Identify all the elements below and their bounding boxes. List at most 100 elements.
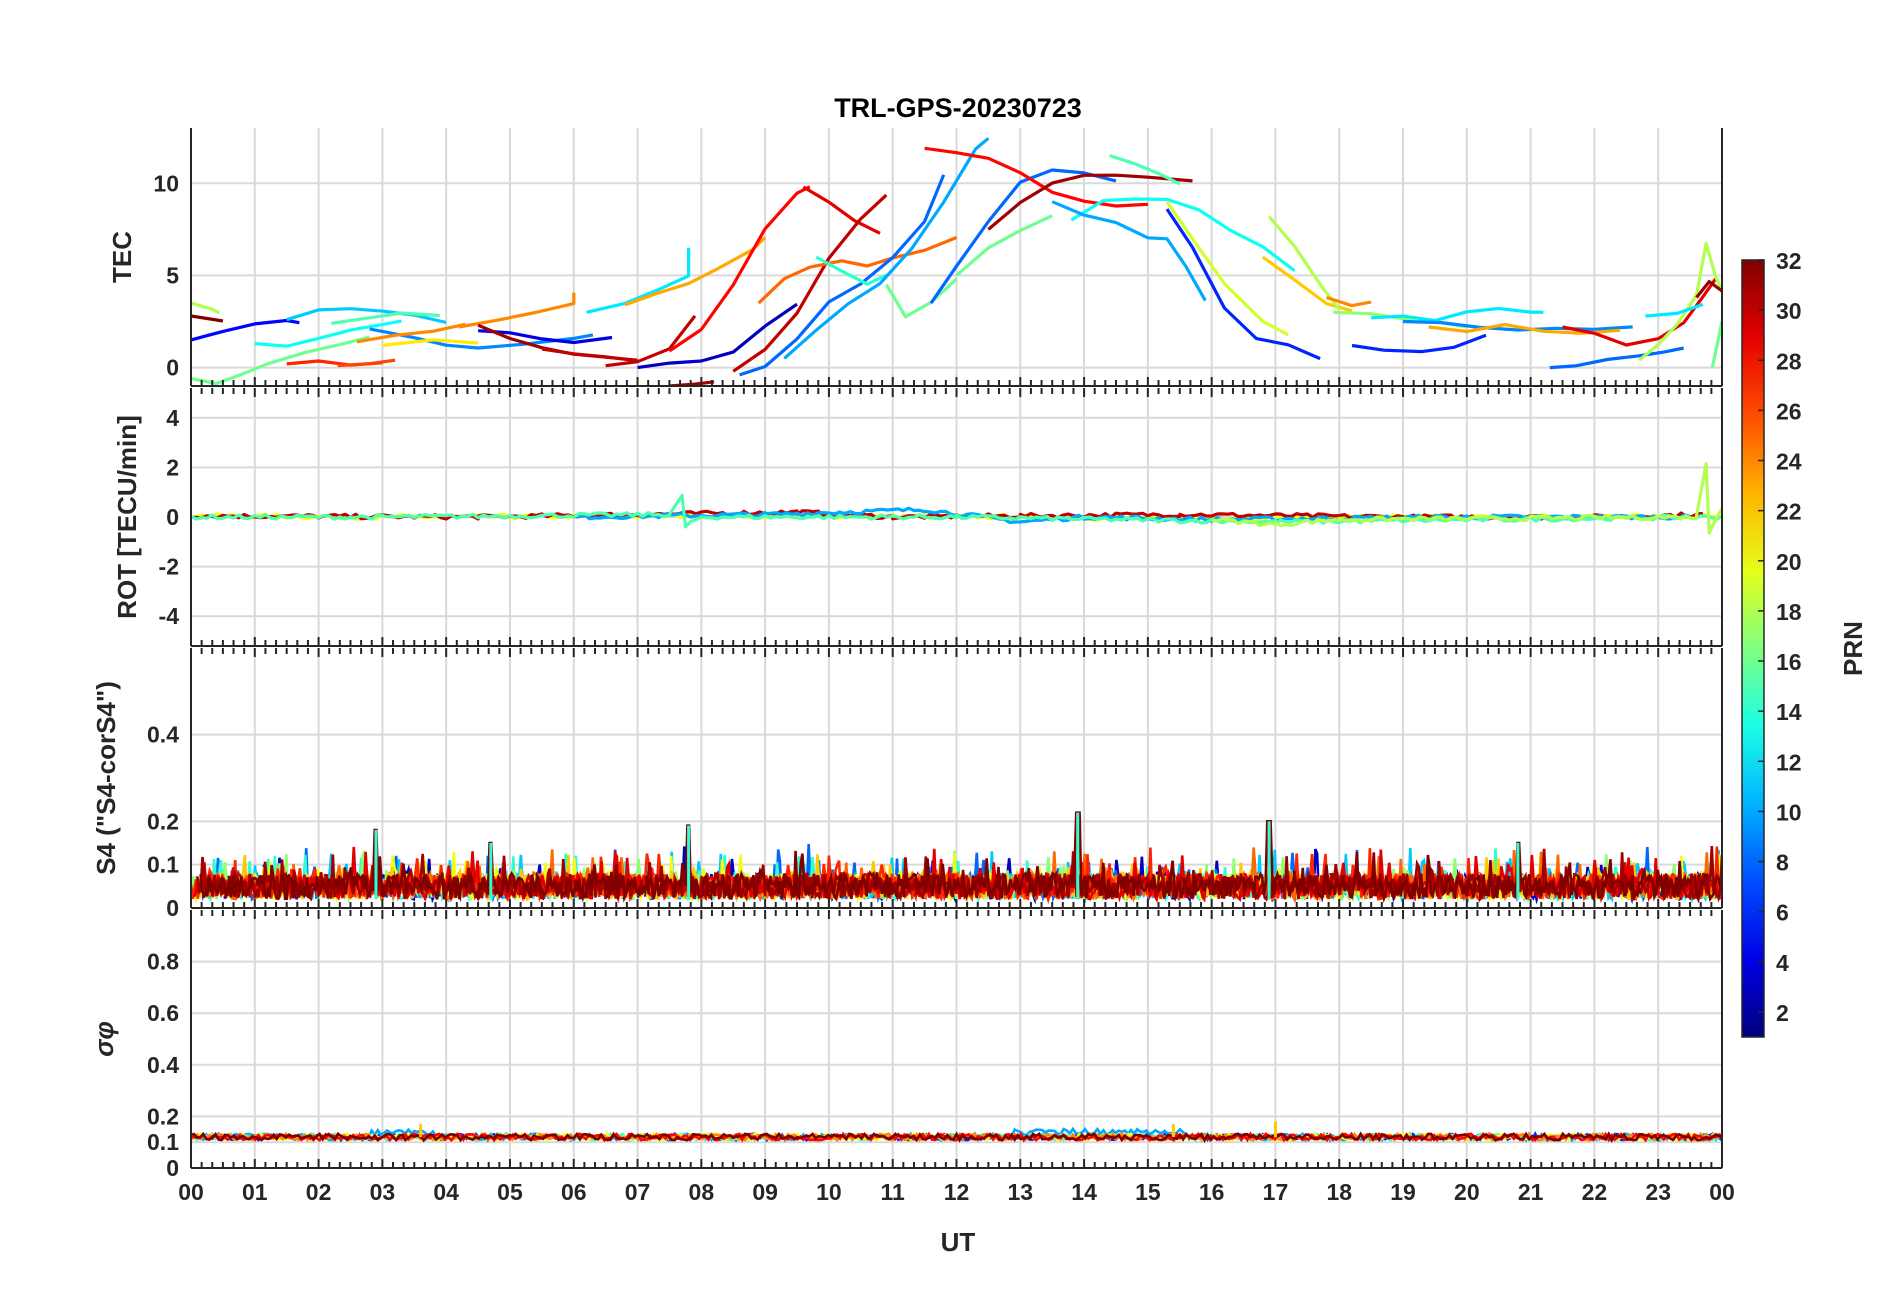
series-prn-24	[1326, 295, 1372, 308]
panel-tec: 0 5 10 TEC	[107, 128, 1723, 387]
colorbar-tick-label: 18	[1776, 599, 1802, 625]
data-layer	[191, 1121, 1722, 1144]
y-axis-label: S4 ("S4-corS4")	[91, 681, 121, 875]
y-tick-label: 0.6	[147, 1000, 179, 1026]
x-tick-label: 01	[242, 1179, 268, 1205]
series-prn-9	[1402, 319, 1633, 332]
series-prn-10	[1051, 200, 1207, 302]
y-tick-label: 4	[166, 405, 179, 431]
series-prn-15	[331, 311, 440, 325]
series-prn-6	[1351, 333, 1487, 354]
y-tick-label: 0	[166, 355, 179, 381]
colorbar-tick-label: 4	[1776, 950, 1789, 976]
x-tick-label: 18	[1326, 1179, 1352, 1205]
y-tick-label: 0	[166, 895, 179, 921]
series-prn-8	[929, 168, 1117, 305]
colorbar-tick-label: 32	[1776, 248, 1802, 274]
y-axis-label: ROT [TECU/min]	[112, 415, 142, 619]
series-prn-26	[337, 358, 396, 368]
series-prn-32	[191, 314, 224, 323]
panel-s4: 0 0.1 0.2 0.4 S4 ("S4-corS4")	[91, 648, 1723, 921]
y-tick-label: -2	[159, 554, 179, 580]
series-prn-16	[955, 214, 1053, 277]
series-prn-25	[757, 236, 958, 305]
data-layer	[191, 137, 1722, 386]
series-prn-9	[369, 327, 594, 350]
x-minor-ticks	[190, 377, 1723, 386]
y-tick-label: 0.2	[147, 1103, 179, 1129]
x-tick-label: 23	[1645, 1179, 1671, 1205]
series-prn-19	[1165, 200, 1289, 337]
x-tick-label: 00	[1709, 1179, 1735, 1205]
x-tick-label: 14	[1071, 1179, 1097, 1205]
y-tick-label: 0.4	[147, 722, 179, 748]
series-prn-18	[1211, 462, 1722, 535]
series-prn-24	[356, 322, 466, 344]
gridlines	[190, 388, 1723, 646]
panel-sigma: 00.10.2 0.4 0.6 0.8 σφ	[89, 910, 1723, 1181]
series-prn-8	[739, 174, 946, 377]
y-tick-label: 0.2	[147, 808, 179, 834]
colorbar-tick-label: 16	[1776, 649, 1802, 675]
x-tick-label: 02	[306, 1179, 332, 1205]
colorbar-tick-label: 12	[1776, 749, 1802, 775]
x-minor-ticks	[190, 648, 1723, 908]
series-prn-24	[458, 292, 576, 329]
colorbar-tick-label: 20	[1776, 549, 1802, 575]
y-tick-label: 0.8	[147, 949, 179, 975]
series-prn-11	[286, 307, 447, 325]
series-prn-16	[191, 335, 370, 386]
series-prn-3	[637, 302, 798, 370]
series-prn-14	[815, 255, 887, 286]
x-tick-label: 10	[816, 1179, 842, 1205]
y-tick-label: 0	[166, 1155, 179, 1181]
y-tick-label: -4	[159, 603, 180, 629]
series-prn-29	[1562, 277, 1717, 347]
y-tick-label: 2	[166, 454, 179, 480]
series-prn-31	[987, 173, 1193, 231]
x-tick-label: 00	[178, 1179, 204, 1205]
x-tick-label: 19	[1390, 1179, 1416, 1205]
x-minor-ticks	[190, 388, 1723, 646]
series-prn-13	[254, 319, 402, 348]
x-tick-label: 09	[752, 1179, 778, 1205]
series-prn-8	[1549, 346, 1685, 370]
data-layer	[191, 462, 1722, 535]
series-prn-13	[1070, 197, 1296, 272]
series-prn-18	[191, 301, 221, 315]
series-prn-29	[802, 185, 881, 235]
y-tick-label: 5	[166, 262, 179, 288]
colorbar-tick-label: 30	[1776, 298, 1802, 324]
panel-rot: -4 -2 0 2 4 ROT [TECU/min]	[112, 388, 1723, 647]
y-tick-label: 10	[153, 170, 179, 196]
series-prn-30	[191, 509, 1703, 521]
x-tick-label: 11	[881, 1179, 906, 1205]
colorbar-tick-label: 14	[1776, 699, 1802, 725]
x-tick-label: 21	[1518, 1179, 1544, 1205]
colorbar-gradient	[1741, 259, 1765, 1038]
colorbar-tick-label: 28	[1776, 348, 1802, 374]
x-tick-label: 16	[1199, 1179, 1225, 1205]
x-tick-label: 08	[689, 1179, 715, 1205]
x-tick-label: 12	[944, 1179, 970, 1205]
x-tick-label: 06	[561, 1179, 587, 1205]
series-prn-6	[1165, 208, 1321, 361]
series-prn-30	[541, 347, 638, 363]
series-prn-15	[1109, 154, 1181, 186]
series-prn-16	[1710, 320, 1722, 368]
series-prn-12	[586, 247, 691, 314]
x-tick-label: 13	[1007, 1179, 1033, 1205]
series-prn-30	[605, 314, 697, 368]
colorbar-label: PRN	[1838, 621, 1868, 676]
series-prn-28	[668, 185, 811, 353]
series-prn-10	[783, 137, 990, 360]
x-tick-label: 04	[433, 1179, 459, 1205]
series-prn-21	[382, 338, 479, 348]
series-prn-32	[191, 1131, 1722, 1144]
series-prn-5	[191, 318, 300, 342]
colorbar-tick-label: 10	[1776, 799, 1802, 825]
x-tick-label: 05	[497, 1179, 523, 1205]
colorbar-tick-label: 6	[1776, 900, 1789, 926]
